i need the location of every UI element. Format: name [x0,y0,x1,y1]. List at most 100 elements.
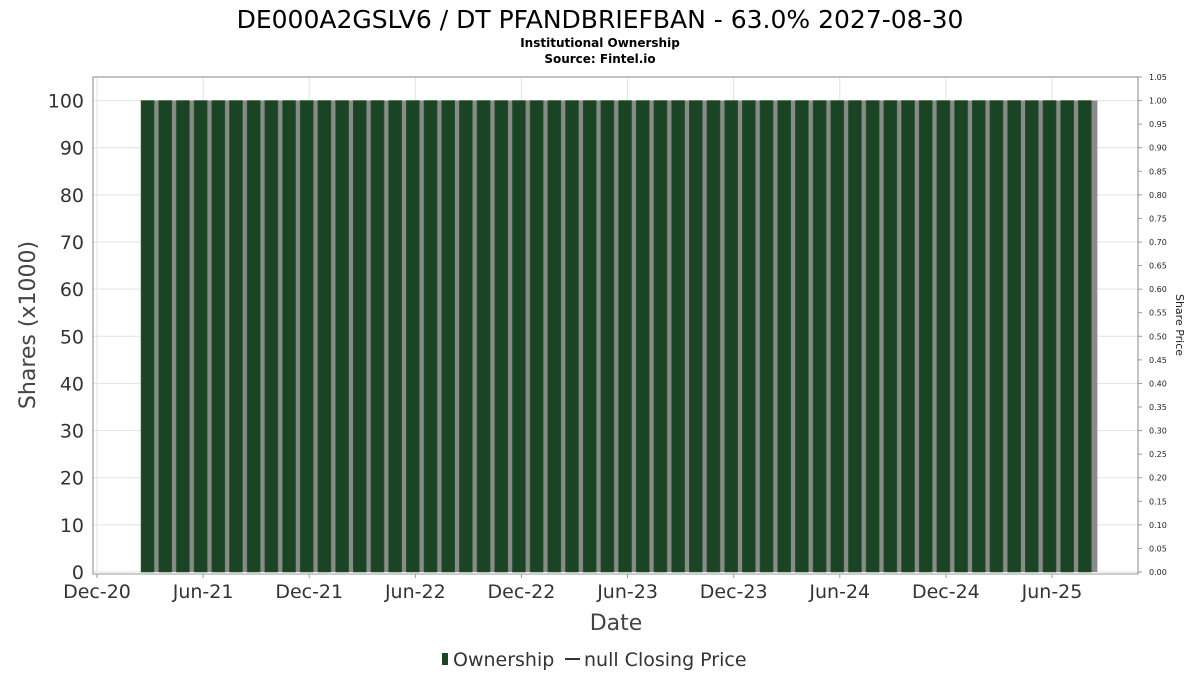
ownership-bar [653,100,668,573]
ownership-bar [211,100,226,573]
ownership-bar [812,100,827,573]
ownership-bar [352,100,367,573]
legend-price-label: null Closing Price [584,649,747,671]
y2-tick-label: 0.80 [1149,191,1167,200]
x-tick-label: Dec-24 [912,581,980,603]
ownership-bar [918,100,933,573]
y2-tick-label: 1.05 [1149,73,1167,82]
y-tick-label: 0 [72,562,84,584]
x-axis-label: Date [590,611,643,636]
ownership-bar [335,100,349,573]
ownership-bar [140,100,155,573]
y2-tick-label: 0.95 [1149,120,1167,129]
y-tick-label: 30 [60,421,84,443]
y-tick-label: 100 [48,91,84,113]
ownership-bar [317,100,332,573]
y2-tick-label: 0.75 [1149,214,1167,223]
ownership-bar [299,100,314,573]
x-tick-label: Dec-22 [488,581,556,603]
ownership-bar [688,100,703,573]
y2-tick-label: 0.70 [1149,238,1167,247]
ownership-bar [1025,100,1039,573]
y2-tick-label: 0.90 [1149,144,1167,153]
y2-tick-label: 0.55 [1149,309,1167,318]
chart-subtitle: Institutional Ownership [520,36,680,50]
y2-tick-label: 0.00 [1149,568,1167,577]
y2-tick-label: 0.10 [1149,521,1167,530]
ownership-bar [246,100,261,573]
y2-tick-label: 1.00 [1149,97,1167,106]
ownership-bar [176,100,190,573]
y-tick-label: 60 [60,279,84,301]
y2-tick-label: 0.05 [1149,544,1167,553]
ownership-bar [388,100,402,573]
ownership-bar [618,100,632,573]
ownership-bar [830,100,845,573]
ownership-bar [582,100,597,573]
y2-tick-label: 0.20 [1149,474,1167,483]
y-tick-label: 20 [60,468,84,490]
ownership-bar [1042,100,1057,573]
y2-tick-label: 0.50 [1149,332,1167,341]
ownership-bar [848,100,862,573]
y-tick-label: 10 [60,515,84,537]
ownership-bar [370,100,385,573]
y2-axis-label: Share Price [1173,294,1186,356]
ownership-bar [459,100,473,573]
ownership-bar [547,100,562,573]
y2-tick-label: 0.65 [1149,262,1167,271]
ownership-bar [971,100,986,573]
ownership-bar [635,100,650,573]
ownership-bar [282,100,296,573]
ownership-bar [883,100,898,573]
ownership-bar [706,100,721,573]
ownership-bar [264,100,279,573]
legend-ownership-label: Ownership [453,649,554,671]
ownership-bar [1007,100,1021,573]
y2-tick-label: 0.15 [1149,497,1167,506]
ownership-bar [529,100,544,573]
y2-tick-label: 0.30 [1149,427,1167,436]
ownership-bar [759,100,774,573]
y-tick-label: 90 [60,138,84,160]
y-axis-label: Shares (x1000) [16,241,41,409]
chart-source: Source: Fintel.io [544,52,655,66]
ownership-bar [777,100,792,573]
ownership-bar [494,100,509,573]
ownership-bar [476,100,491,573]
y-tick-label: 70 [60,232,84,254]
ownership-bar [901,100,915,573]
ownership-bar [158,100,173,573]
ownership-bar [512,100,526,573]
ownership-bar [423,100,438,573]
y-tick-label: 80 [60,185,84,207]
y-tick-label: 40 [60,373,84,395]
ownership-bar [724,100,738,573]
x-tick-label: Jun-22 [384,581,446,603]
ownership-bar [989,100,1004,573]
ownership-bar [565,100,579,573]
ownership-bar [954,100,968,573]
x-tick-label: Dec-23 [700,581,768,603]
legend-ownership-swatch [442,653,448,665]
chart-title: DE000A2GSLV6 / DT PFANDBRIEFBAN - 63.0% … [237,5,964,34]
x-tick-label: Jun-23 [596,581,658,603]
x-tick-label: Dec-21 [275,581,343,603]
x-tick-label: Jun-24 [808,581,870,603]
y2-tick-label: 0.40 [1149,379,1167,388]
x-tick-label: Jun-21 [172,581,234,603]
ownership-bar [742,100,756,573]
ownership-bar [441,100,456,573]
x-tick-label: Jun-25 [1021,581,1083,603]
ownership-bar [1078,100,1092,573]
ownership-bar [1060,100,1074,573]
ownership-bar [865,100,880,573]
y2-tick-label: 0.35 [1149,403,1167,412]
ownership-bar [671,100,685,573]
ownership-bar [600,100,615,573]
ownership-bar [406,100,420,573]
y2-tick-label: 0.45 [1149,356,1167,365]
ownership-bar [229,100,243,573]
